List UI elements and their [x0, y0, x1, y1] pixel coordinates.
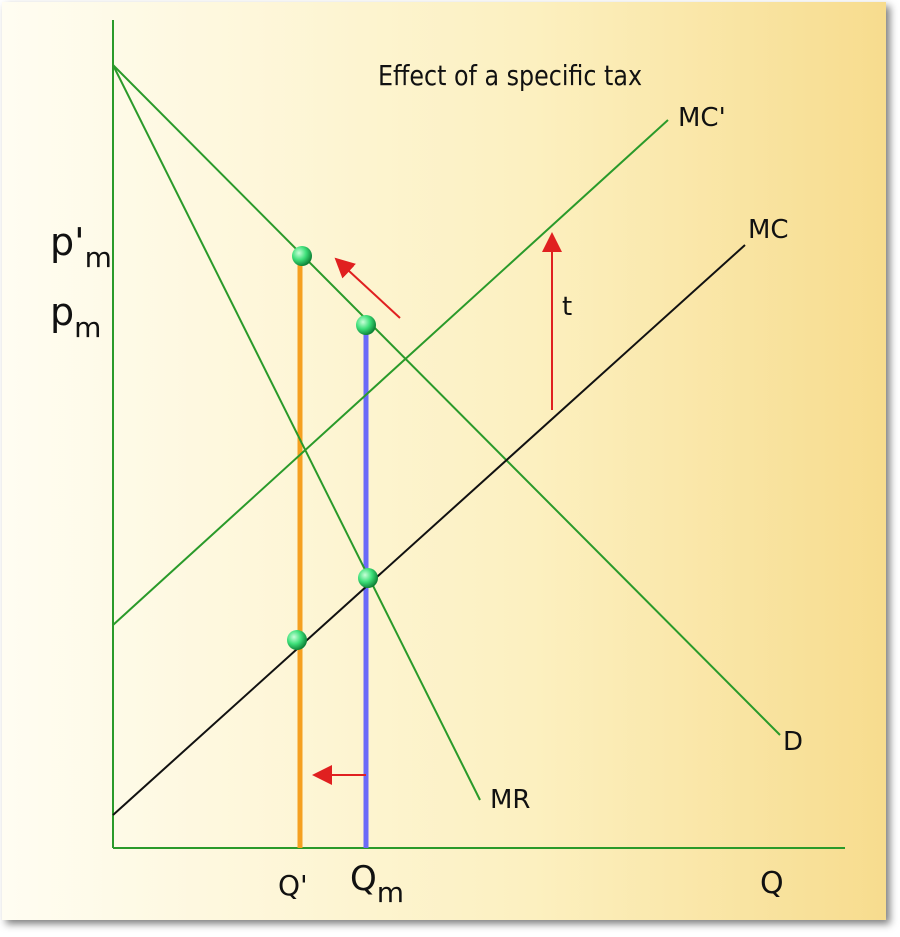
x-label-text: Q'	[278, 869, 308, 902]
mc-taxed-curve	[112, 119, 669, 626]
y-label-sub: m	[74, 311, 101, 344]
x-label-sub: m	[377, 876, 404, 909]
demand-curve	[112, 64, 781, 736]
y-label-text: p'	[50, 220, 85, 264]
point	[292, 246, 312, 266]
x-label-text: Q	[760, 866, 784, 901]
x-label: Q'	[278, 869, 308, 902]
curve-label: MR	[490, 785, 531, 815]
point	[356, 315, 376, 335]
arrows	[312, 232, 562, 785]
axes	[112, 20, 845, 849]
curve-label: MC	[748, 215, 789, 245]
curve-label: MC'	[678, 103, 726, 133]
point	[358, 568, 378, 588]
x-label: Qm	[350, 859, 404, 909]
tax-label: t	[562, 292, 572, 322]
point	[287, 630, 307, 650]
curves	[112, 64, 781, 816]
mc-curve	[112, 244, 746, 816]
price-arrow	[334, 257, 401, 319]
title: Effect of a specific tax	[378, 60, 642, 92]
y-label-text: p	[50, 290, 74, 334]
x-label: Q	[760, 866, 784, 901]
points	[287, 246, 378, 650]
x-label-text: Q	[350, 859, 377, 899]
curve-label: D	[783, 727, 803, 757]
mr-curve	[112, 64, 481, 801]
y-label: pm	[50, 290, 101, 344]
y-label: p'm	[50, 220, 112, 274]
y-label-sub: m	[85, 241, 112, 274]
background	[2, 2, 886, 920]
